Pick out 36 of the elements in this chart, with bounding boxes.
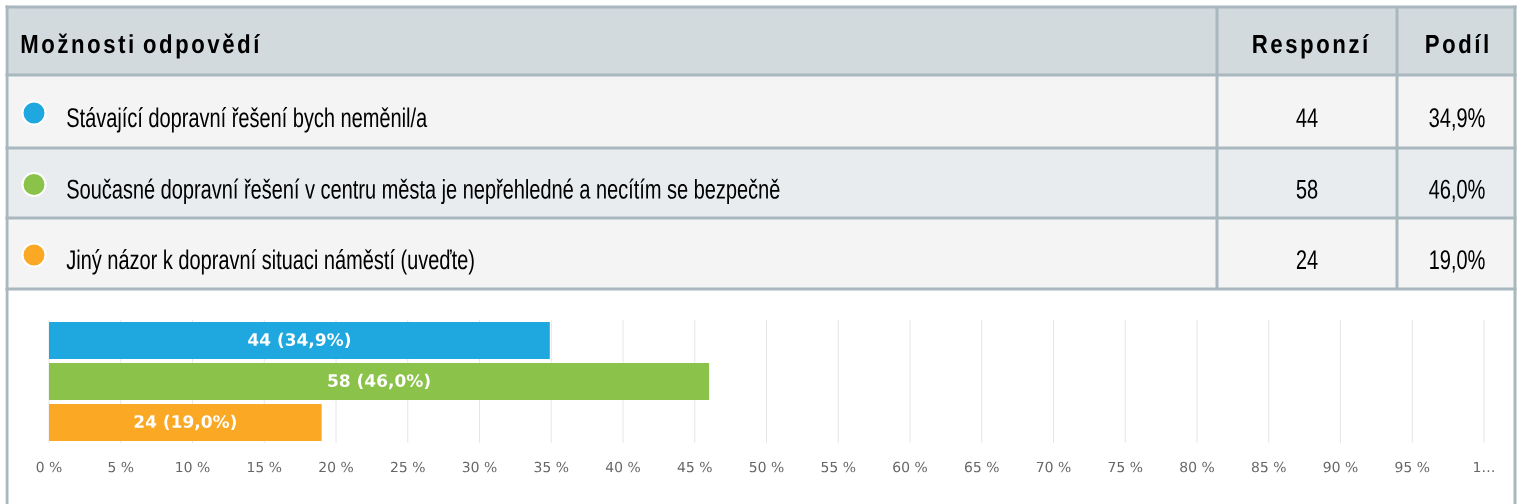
text: 46,0% (1429, 179, 1485, 202)
text: 58 (1296, 179, 1318, 199)
x-tick-label: 0 % (36, 461, 62, 473)
x-tick-label: 95 % (1395, 461, 1430, 473)
text: 44 (1296, 108, 1318, 127)
x-tick-label: 20 % (319, 461, 353, 473)
x-tick-label: 55 % (821, 461, 856, 473)
x-tick-label: 70 % (1036, 461, 1071, 473)
x-tick-label: 80 % (1180, 461, 1214, 473)
text: 34,9% (1429, 108, 1485, 131)
data-label: 44 (34,9%) (248, 332, 351, 349)
text: Responzí (1253, 33, 1369, 59)
x-tick-label: 50 % (749, 461, 784, 473)
text: 19,0% (1430, 250, 1485, 273)
x-tick-label: 90 % (1323, 461, 1358, 473)
legend-label: Stávající dopravní řešení bych neměnil/a (67, 107, 428, 133)
text: 24 (1296, 250, 1318, 269)
data-label: 24 (19,0%) (134, 414, 236, 431)
x-tick-label: 10 % (176, 461, 210, 473)
x-tick-label: 60 % (893, 461, 927, 473)
x-tick-label: 25 % (391, 461, 425, 473)
data-label: 58 (46,0%) (328, 373, 430, 390)
x-tick-label: 75 % (1108, 461, 1143, 473)
text: Podíl (1426, 33, 1488, 54)
legend-label: Jiný názor k dopravní situaci náměstí (uveďte) (66, 249, 474, 275)
text: Možnosti odpovědí (21, 33, 260, 59)
legend-label: Současné dopravní řešení v centru města je nepřehledné a necítím se bezpečně (67, 178, 780, 205)
x-tick-label: 30 % (462, 461, 497, 473)
x-tick-label: 1… (1474, 461, 1494, 473)
x-tick-label: 85 % (1251, 461, 1286, 473)
x-tick-label: 35 % (534, 461, 569, 473)
x-tick-label: 45 % (677, 461, 712, 473)
x-tick-label: 65 % (964, 461, 999, 473)
x-tick-label: 5 % (108, 461, 134, 473)
x-tick-label: 40 % (605, 461, 640, 473)
x-tick-label: 15 % (248, 461, 282, 473)
